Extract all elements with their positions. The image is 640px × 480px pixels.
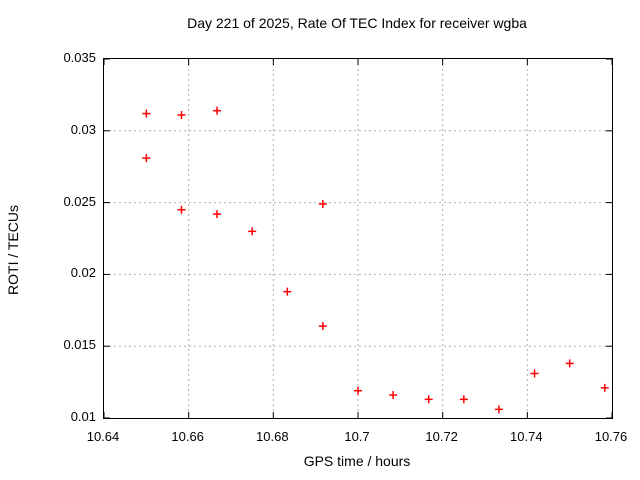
plot-area (103, 58, 613, 419)
x-tick-label: 10.7 (344, 429, 370, 444)
x-tick-label: 10.74 (510, 429, 543, 444)
y-tick-label: 0.015 (63, 337, 96, 353)
x-tick-label: 10.68 (256, 429, 289, 444)
x-axis-label: GPS time / hours (303, 453, 411, 469)
x-tick-label: 10.72 (425, 429, 458, 444)
y-tick-label: 0.025 (63, 193, 96, 209)
y-tick-label: 0.02 (70, 265, 96, 281)
y-tick-label: 0.01 (70, 409, 96, 424)
y-axis-label: ROTI / TECUs (5, 205, 21, 295)
chart-title: Day 221 of 2025, Rate Of TEC Index for r… (187, 15, 527, 31)
y-tick-label: 0.03 (70, 121, 96, 137)
x-tick-label: 10.66 (171, 429, 204, 444)
y-tick-label: 0.035 (63, 50, 96, 65)
x-tick-label: 10.76 (594, 429, 628, 444)
plot-canvas (104, 59, 612, 418)
x-tick-label: 10.64 (86, 429, 120, 444)
